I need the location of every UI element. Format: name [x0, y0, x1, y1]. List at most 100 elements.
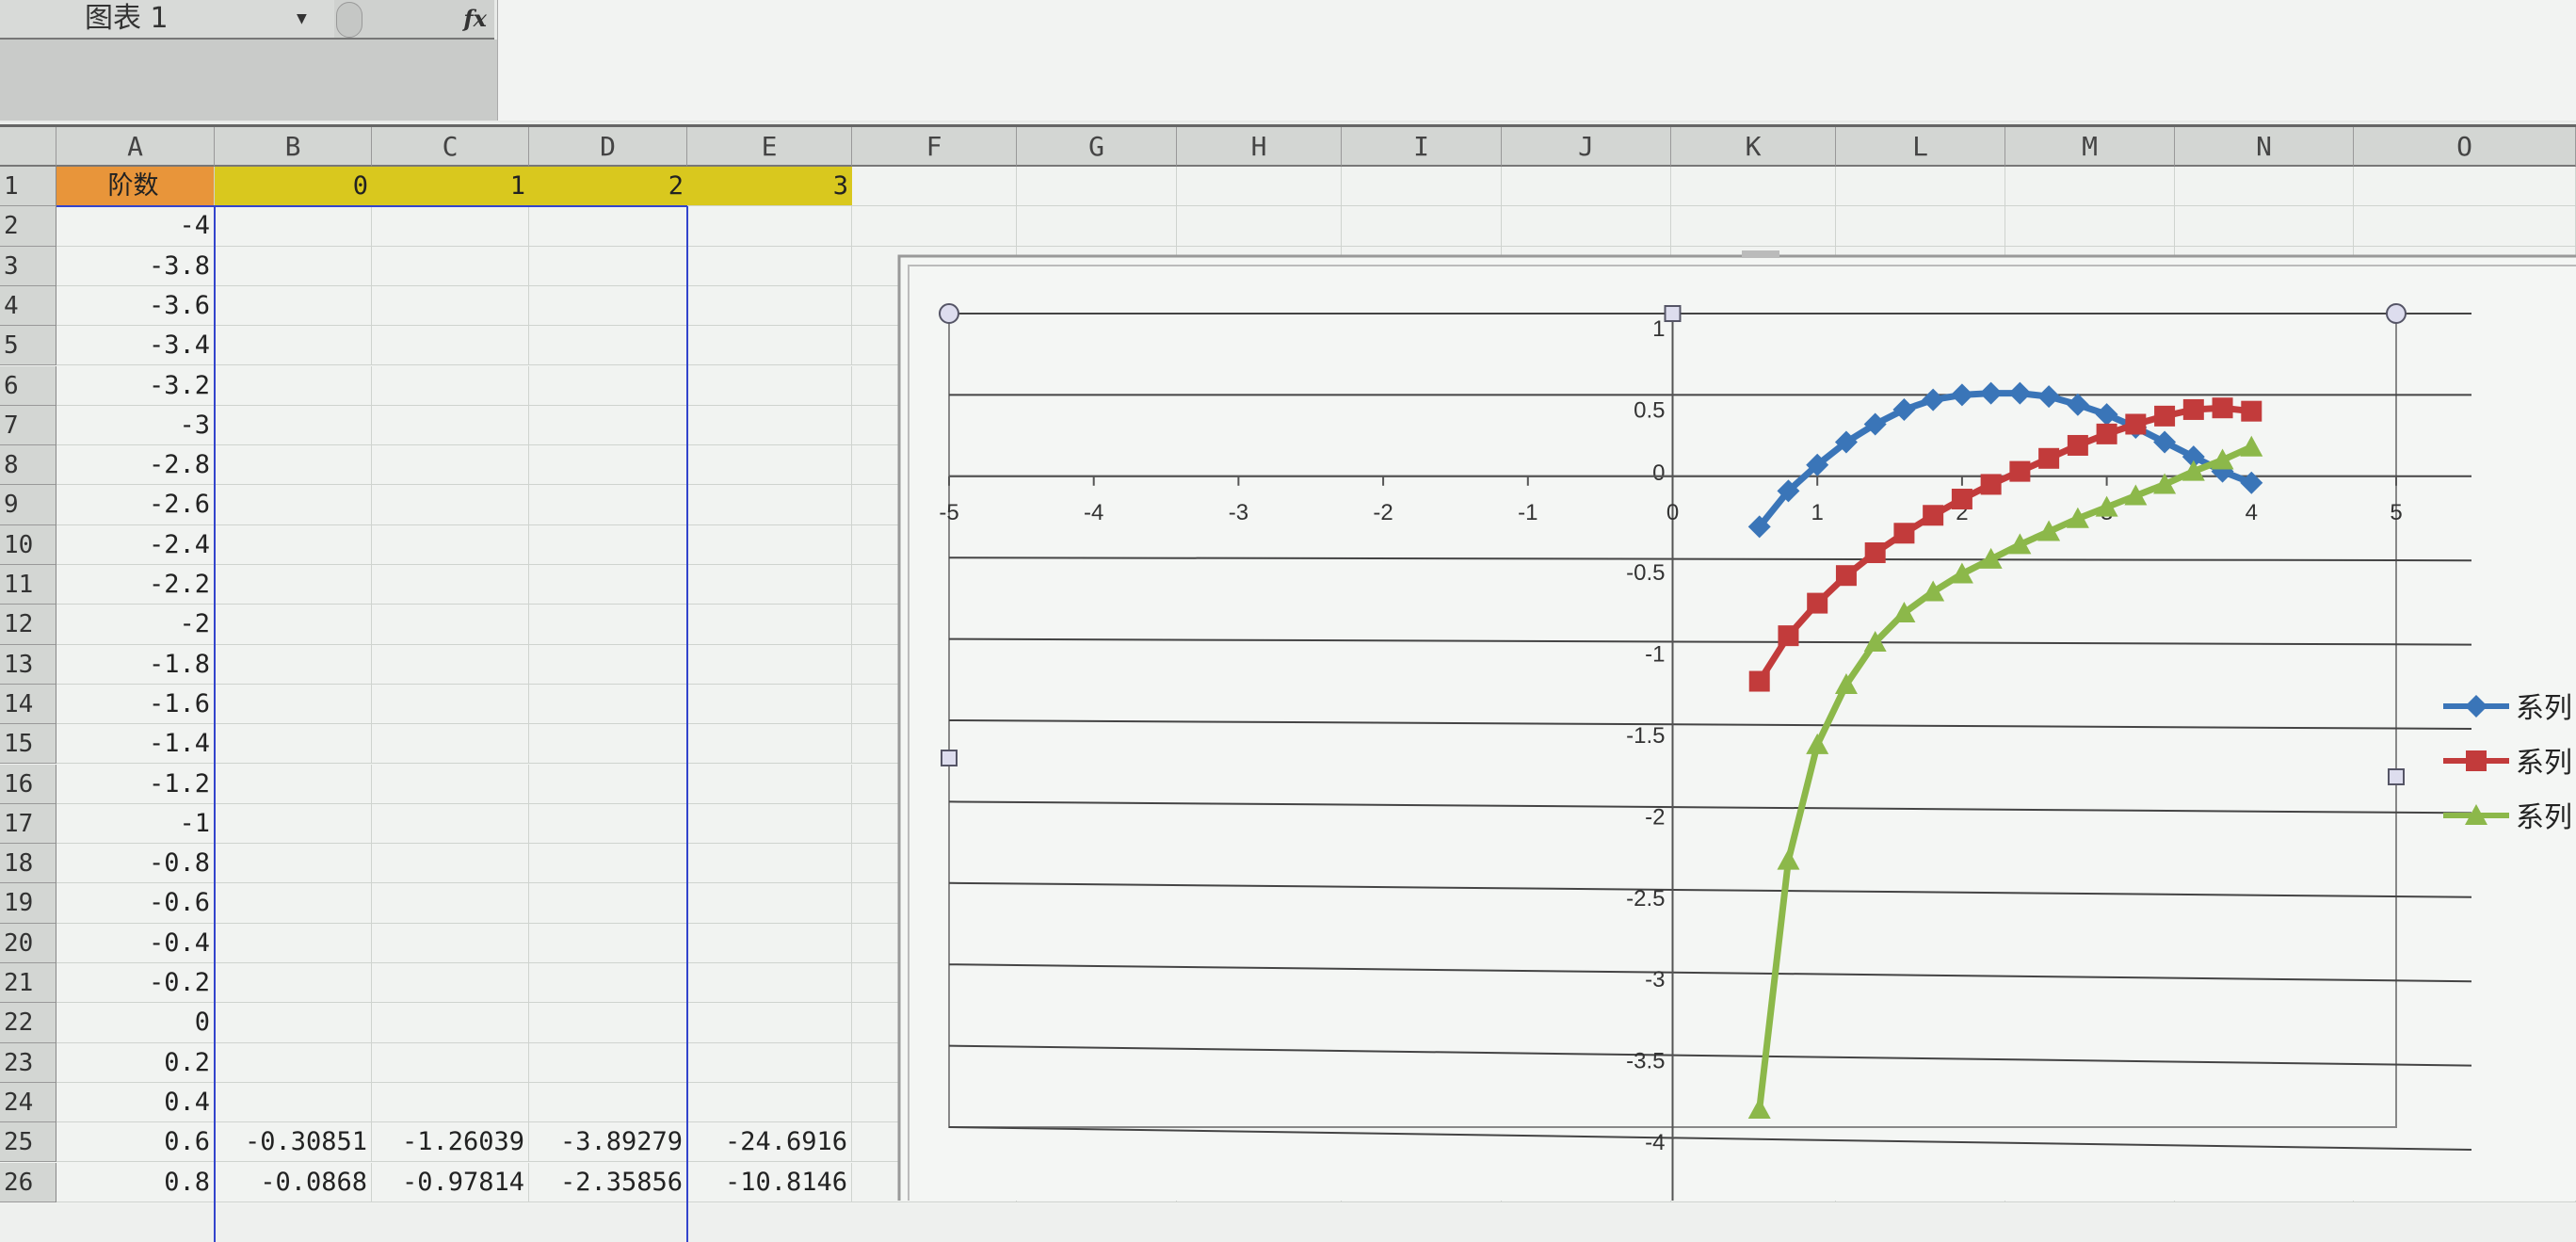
cell-C5[interactable]: [372, 326, 529, 366]
row-header-21[interactable]: 21: [0, 963, 56, 1004]
column-header-E[interactable]: E: [687, 127, 852, 167]
column-header-I[interactable]: I: [1342, 127, 1502, 167]
cell-A12[interactable]: -2: [56, 605, 215, 645]
cell-E10[interactable]: [687, 524, 852, 565]
cell-B9[interactable]: [215, 485, 372, 525]
column-header-N[interactable]: N: [2175, 127, 2354, 167]
cell-E11[interactable]: [687, 565, 852, 605]
cell-B7[interactable]: [215, 405, 372, 446]
cell-C11[interactable]: [372, 565, 529, 605]
cell-B24[interactable]: [215, 1082, 372, 1123]
cell-K1[interactable]: [1671, 167, 1836, 207]
cell-C12[interactable]: [372, 605, 529, 645]
cell-A16[interactable]: -1.2: [56, 764, 215, 804]
cell-B19[interactable]: [215, 883, 372, 924]
cell-C19[interactable]: [372, 883, 529, 924]
cell-A20[interactable]: -0.4: [56, 923, 215, 963]
cell-M2[interactable]: [2005, 206, 2175, 247]
cell-C14[interactable]: [372, 684, 529, 725]
cell-G1[interactable]: [1017, 167, 1177, 207]
cell-B18[interactable]: [215, 844, 372, 884]
cell-A5[interactable]: -3.4: [56, 326, 215, 366]
row-header-22[interactable]: 22: [0, 1003, 56, 1043]
cell-E3[interactable]: [687, 246, 852, 286]
row-header-18[interactable]: 18: [0, 844, 56, 884]
cell-A7[interactable]: -3: [56, 405, 215, 446]
cell-L2[interactable]: [1836, 206, 2005, 247]
cell-C9[interactable]: [372, 485, 529, 525]
row-header-12[interactable]: 12: [0, 605, 56, 645]
row-header-9[interactable]: 9: [0, 485, 56, 525]
cell-C8[interactable]: [372, 445, 529, 486]
chart[interactable]: 1 0.5 0 -0.5 -1 -1.5 -2 -2.5 -3 -3.5 -4 -5 -4 -3 -2 -1 0…: [0, 0, 2576, 1201]
cell-B12[interactable]: [215, 605, 372, 645]
cell-I1[interactable]: [1342, 167, 1502, 207]
cell-E6[interactable]: [687, 365, 852, 406]
cell-E14[interactable]: [687, 684, 852, 725]
cell-N2[interactable]: [2175, 206, 2354, 247]
column-header-O[interactable]: O: [2354, 127, 2576, 167]
cancel-circle-icon[interactable]: [336, 2, 362, 38]
cell-E13[interactable]: [687, 644, 852, 685]
cell-E17[interactable]: [687, 803, 852, 845]
cell-B10[interactable]: [215, 524, 372, 565]
cell-D1[interactable]: 2: [529, 167, 687, 207]
column-header-M[interactable]: M: [2005, 127, 2175, 167]
cell-L1[interactable]: [1836, 167, 2005, 207]
cell-M1[interactable]: [2005, 167, 2175, 207]
cell-C24[interactable]: [372, 1082, 529, 1123]
row-header-7[interactable]: 7: [0, 405, 56, 446]
cell-A14[interactable]: -1.6: [56, 684, 215, 725]
row-header-16[interactable]: 16: [0, 764, 56, 804]
cell-C21[interactable]: [372, 963, 529, 1004]
cell-F1[interactable]: [852, 167, 1017, 207]
cell-E12[interactable]: [687, 605, 852, 645]
insert-function-icon[interactable]: fx: [463, 5, 487, 32]
cell-C20[interactable]: [372, 923, 529, 963]
cell-B17[interactable]: [215, 803, 372, 845]
cell-C6[interactable]: [372, 365, 529, 406]
cell-H1[interactable]: [1177, 167, 1342, 207]
cell-E20[interactable]: [687, 923, 852, 963]
row-header-1[interactable]: 1: [0, 167, 56, 207]
row-header-24[interactable]: 24: [0, 1082, 56, 1123]
cell-B6[interactable]: [215, 365, 372, 406]
column-header-F[interactable]: F: [852, 127, 1017, 167]
cell-E2[interactable]: [687, 206, 852, 247]
cell-C16[interactable]: [372, 764, 529, 804]
cell-N1[interactable]: [2175, 167, 2354, 207]
cell-C17[interactable]: [372, 803, 529, 845]
row-header-14[interactable]: 14: [0, 684, 56, 725]
cell-C13[interactable]: [372, 644, 529, 685]
row-header-15[interactable]: 15: [0, 724, 56, 765]
cell-H2[interactable]: [1177, 206, 1342, 247]
row-header-3[interactable]: 3: [0, 246, 56, 286]
column-header-A[interactable]: A: [56, 127, 215, 167]
cell-E18[interactable]: [687, 844, 852, 884]
cell-B22[interactable]: [215, 1003, 372, 1043]
cell-E25[interactable]: -24.6916: [687, 1122, 852, 1163]
row-header-4[interactable]: 4: [0, 285, 56, 327]
cell-C4[interactable]: [372, 285, 529, 327]
row-header-6[interactable]: 6: [0, 365, 56, 406]
cell-A13[interactable]: -1.8: [56, 644, 215, 685]
cell-E16[interactable]: [687, 764, 852, 804]
cell-C15[interactable]: [372, 724, 529, 765]
row-header-26[interactable]: 26: [0, 1162, 56, 1202]
cell-E1[interactable]: 3: [687, 167, 852, 207]
cell-G2[interactable]: [1017, 206, 1177, 247]
cell-B21[interactable]: [215, 963, 372, 1004]
cell-J1[interactable]: [1502, 167, 1671, 207]
column-header-G[interactable]: G: [1017, 127, 1177, 167]
cell-A4[interactable]: -3.6: [56, 285, 215, 327]
cell-B14[interactable]: [215, 684, 372, 725]
cell-A26[interactable]: 0.8: [56, 1162, 215, 1202]
column-header-J[interactable]: J: [1502, 127, 1671, 167]
row-header-10[interactable]: 10: [0, 524, 56, 565]
row-header-8[interactable]: 8: [0, 445, 56, 486]
cell-A2[interactable]: -4: [56, 206, 215, 247]
column-header-L[interactable]: L: [1836, 127, 2005, 167]
row-header-13[interactable]: 13: [0, 644, 56, 685]
row-header-23[interactable]: 23: [0, 1042, 56, 1083]
cell-E19[interactable]: [687, 883, 852, 924]
